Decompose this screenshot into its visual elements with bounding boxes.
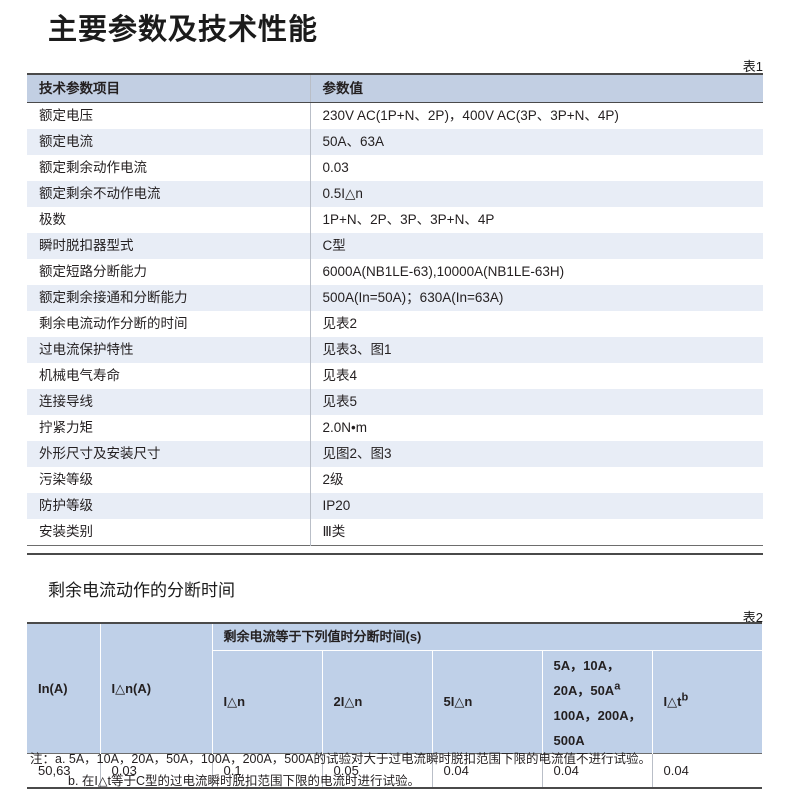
table1-cell-item: 额定剩余动作电流 — [27, 155, 311, 181]
table1-cell-item: 瞬时脱扣器型式 — [27, 233, 311, 259]
table1-header-row: 技术参数项目 参数值 — [27, 74, 763, 103]
table1-cell-item: 额定剩余接通和分断能力 — [27, 285, 311, 311]
table1-cell-value: 见表4 — [310, 363, 763, 389]
table2-header-idt: I△tb — [652, 650, 762, 754]
table-row: 剩余电流动作分断的时间 见表2 — [27, 311, 763, 337]
table1-cell-value: 2级 — [310, 467, 763, 493]
table1-bottom-rule — [27, 553, 763, 555]
table1-cell-value: 0.5I△n — [310, 181, 763, 207]
table-row: 拧紧力矩 2.0N•m — [27, 415, 763, 441]
table1-cell-value: IP20 — [310, 493, 763, 519]
table-row: 过电流保护特性 见表3、图1 — [27, 337, 763, 363]
table-row: 机械电气寿命 见表4 — [27, 363, 763, 389]
footnote-marker-b: b — [681, 691, 689, 704]
table1-cell-item: 额定剩余不动作电流 — [27, 181, 311, 207]
footnote-b: b. 在I△t等于C型的过电流瞬时脱扣范围下限的电流时进行试验。 — [68, 774, 420, 788]
table1-cell-value: 见表2 — [310, 311, 763, 337]
table2-cell-idn: 0.03 — [100, 753, 213, 788]
table2-header-idt-label: I△t — [663, 694, 682, 709]
table-row: 50,63 0.03 0.1 0.05 0.04 0.04 0.04 — [27, 753, 762, 788]
table-row: 额定短路分断能力 6000A(NB1LE-63),10000A(NB1LE-63H… — [27, 259, 763, 285]
table-row: 瞬时脱扣器型式 C型 — [27, 233, 763, 259]
table2-header-idn: I△n(A) — [100, 623, 213, 754]
table1-cell-item: 连接导线 — [27, 389, 311, 415]
table2-cell-in: 50,63 — [27, 753, 101, 788]
table1-cell-item: 极数 — [27, 207, 311, 233]
table1-cell-item: 防护等级 — [27, 493, 311, 519]
table1-cell-item: 额定短路分断能力 — [27, 259, 311, 285]
table1-cell-value: 6000A(NB1LE-63),10000A(NB1LE-63H) — [310, 259, 763, 285]
table2-header-idn-5x: 5I△n — [432, 650, 543, 754]
table2-cell-1x: 0.1 — [212, 753, 323, 788]
table2-cell-5x: 0.04 — [432, 753, 543, 788]
table1-cell-value: 50A、63A — [310, 129, 763, 155]
table-row: 连接导线 见表5 — [27, 389, 763, 415]
table1-cell-value: 见表3、图1 — [310, 337, 763, 363]
table1-head: 技术参数项目 参数值 — [27, 74, 763, 103]
table-row: 额定电流 50A、63A — [27, 129, 763, 155]
table2-body: 50,63 0.03 0.1 0.05 0.04 0.04 0.04 — [27, 753, 762, 788]
specifications-table: 技术参数项目 参数值 额定电压 230V AC(1P+N、2P)，400V AC(… — [27, 73, 763, 546]
table2-cell-fixed: 0.04 — [542, 753, 653, 788]
table1-cell-item: 过电流保护特性 — [27, 337, 311, 363]
table-row: 防护等级 IP20 — [27, 493, 763, 519]
table1-cell-value: C型 — [310, 233, 763, 259]
table1-cell-item: 外形尺寸及安装尺寸 — [27, 441, 311, 467]
footnote-a: 注：a. 5A，10A，20A，50A，100A，200A，500A的试验对大于… — [30, 752, 651, 766]
table-row: 额定剩余接通和分断能力 500A(In=50A)；630A(In=63A) — [27, 285, 763, 311]
table1-cell-value: 0.03 — [310, 155, 763, 181]
table2-header-in: In(A) — [27, 623, 101, 754]
table1-tag: 表1 — [742, 59, 763, 74]
footnotes: 注：a. 5A，10A，20A，50A，100A，200A，500A的试验对大于… — [30, 748, 651, 792]
table-row: 额定剩余不动作电流 0.5I△n — [27, 181, 763, 207]
table-row: 额定电压 230V AC(1P+N、2P)，400V AC(3P、3P+N、4P) — [27, 102, 763, 129]
table-row: 安装类别 Ⅲ类 — [27, 519, 763, 546]
table1-header-value: 参数值 — [310, 74, 763, 103]
table1-body: 额定电压 230V AC(1P+N、2P)，400V AC(3P、3P+N、4P)… — [27, 102, 763, 546]
table2-header-row-2: I△n 2I△n 5I△n 5A，10A，20A，50Aa 100A，200A，… — [27, 650, 762, 754]
table2-header-row-1: In(A) I△n(A) 剩余电流等于下列值时分断时间(s) — [27, 623, 762, 754]
table2-header-fixed-currents-line1: 5A，10A，20A，50A — [553, 658, 620, 698]
section-title-break-time: 剩余电流动作的分断时间 — [48, 581, 235, 600]
table2-header-idn-2x: 2I△n — [322, 650, 433, 754]
table1-header-item: 技术参数项目 — [27, 74, 311, 103]
table1-cell-item: 安装类别 — [27, 519, 311, 546]
table-row: 极数 1P+N、2P、3P、3P+N、4P — [27, 207, 763, 233]
footnote-marker-a: a — [614, 680, 621, 693]
table1-cell-item: 额定电流 — [27, 129, 311, 155]
table2-head: In(A) I△n(A) 剩余电流等于下列值时分断时间(s) I△n 2I△n … — [27, 623, 762, 754]
table2-header-fixed-currents-line2: 100A，200A，500A — [553, 708, 642, 748]
table2-tag: 表2 — [742, 610, 763, 625]
page-title: 主要参数及技术性能 — [48, 14, 319, 46]
table2-header-fixed-currents: 5A，10A，20A，50Aa 100A，200A，500A — [542, 650, 653, 754]
break-time-table: In(A) I△n(A) 剩余电流等于下列值时分断时间(s) I△n 2I△n … — [27, 622, 762, 789]
table1-cell-value: 2.0N•m — [310, 415, 763, 441]
table-row: 额定剩余动作电流 0.03 — [27, 155, 763, 181]
table2-header-group: 剩余电流等于下列值时分断时间(s) — [212, 623, 762, 651]
table1-cell-value: 见表5 — [310, 389, 763, 415]
table2-header-idn-1x: I△n — [212, 650, 323, 754]
table1-cell-item: 拧紧力矩 — [27, 415, 311, 441]
table1-cell-item: 额定电压 — [27, 102, 311, 129]
table1-cell-item: 污染等级 — [27, 467, 311, 493]
table-row: 外形尺寸及安装尺寸 见图2、图3 — [27, 441, 763, 467]
table1-cell-item: 剩余电流动作分断的时间 — [27, 311, 311, 337]
table1-cell-value: 1P+N、2P、3P、3P+N、4P — [310, 207, 763, 233]
table1-cell-value: 230V AC(1P+N、2P)，400V AC(3P、3P+N、4P) — [310, 102, 763, 129]
table-row: 污染等级 2级 — [27, 467, 763, 493]
table1-cell-value: Ⅲ类 — [310, 519, 763, 546]
table2-cell-idt: 0.04 — [652, 753, 762, 788]
table1-cell-value: 见图2、图3 — [310, 441, 763, 467]
table2-cell-2x: 0.05 — [322, 753, 433, 788]
table1-cell-value: 500A(In=50A)；630A(In=63A) — [310, 285, 763, 311]
table1-cell-item: 机械电气寿命 — [27, 363, 311, 389]
